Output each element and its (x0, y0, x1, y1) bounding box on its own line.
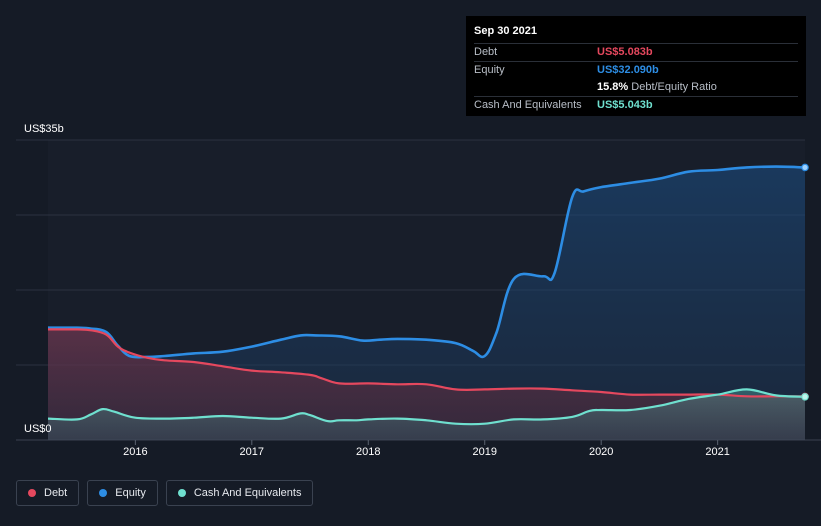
tooltip-debt-value: US$5.083b (597, 46, 653, 58)
legend-dot-equity (99, 489, 108, 497)
debt-line (47, 328, 806, 398)
series-lines (47, 165, 806, 426)
y-axis-top-label: US$35b (24, 123, 64, 135)
legend: Debt Equity Cash And Equivalents (16, 480, 314, 506)
tooltip-row-equity: Equity US$32.090b (474, 61, 798, 79)
tooltip-cash-label: Cash And Equivalents (474, 99, 582, 111)
tooltip-row-ratio: 15.8% Debt/Equity Ratio (474, 79, 798, 96)
tooltip-row-cash: Cash And Equivalents US$5.043b (474, 96, 798, 114)
tooltip-debt-label: Debt (474, 46, 498, 58)
series-endpoints (801, 163, 809, 401)
legend-item-debt[interactable]: Debt (16, 480, 80, 506)
x-tick-label: 2019 (472, 446, 497, 458)
cash-and-equivalents-area (48, 389, 805, 440)
legend-label-equity: Equity (115, 487, 146, 499)
x-tick-label: 2017 (239, 446, 265, 458)
tooltip-equity-label: Equity (474, 64, 505, 76)
legend-item-equity[interactable]: Equity (87, 480, 158, 506)
legend-item-cash[interactable]: Cash And Equivalents (165, 480, 314, 506)
data-tooltip: Sep 30 2021 Debt US$5.083b Equity US$32.… (466, 16, 806, 116)
equity-end-point (801, 163, 809, 172)
tooltip-row-debt: Debt US$5.083b (474, 43, 798, 61)
cash-and-equivalents-line (47, 388, 806, 426)
x-tick-label: 2018 (356, 446, 381, 458)
x-tick-label: 2020 (588, 446, 614, 458)
x-tick-label: 2016 (123, 446, 148, 458)
legend-dot-debt (28, 489, 36, 497)
tooltip-equity-value: US$32.090b (597, 64, 659, 76)
y-axis-bottom-label: US$0 (24, 423, 52, 435)
x-tick-label: 2021 (705, 446, 730, 458)
tooltip-cash-value: US$5.043b (597, 99, 653, 111)
tooltip-ratio-text: Debt/Equity Ratio (631, 81, 717, 93)
legend-label-debt: Debt (44, 487, 68, 499)
tooltip-date: Sep 30 2021 (474, 25, 537, 37)
legend-dot-cash (177, 489, 186, 497)
tooltip-ratio-value: 15.8% (597, 81, 629, 93)
cash-and-equivalents-end-point (801, 392, 809, 401)
legend-label-cash: Cash And Equivalents (193, 487, 302, 499)
